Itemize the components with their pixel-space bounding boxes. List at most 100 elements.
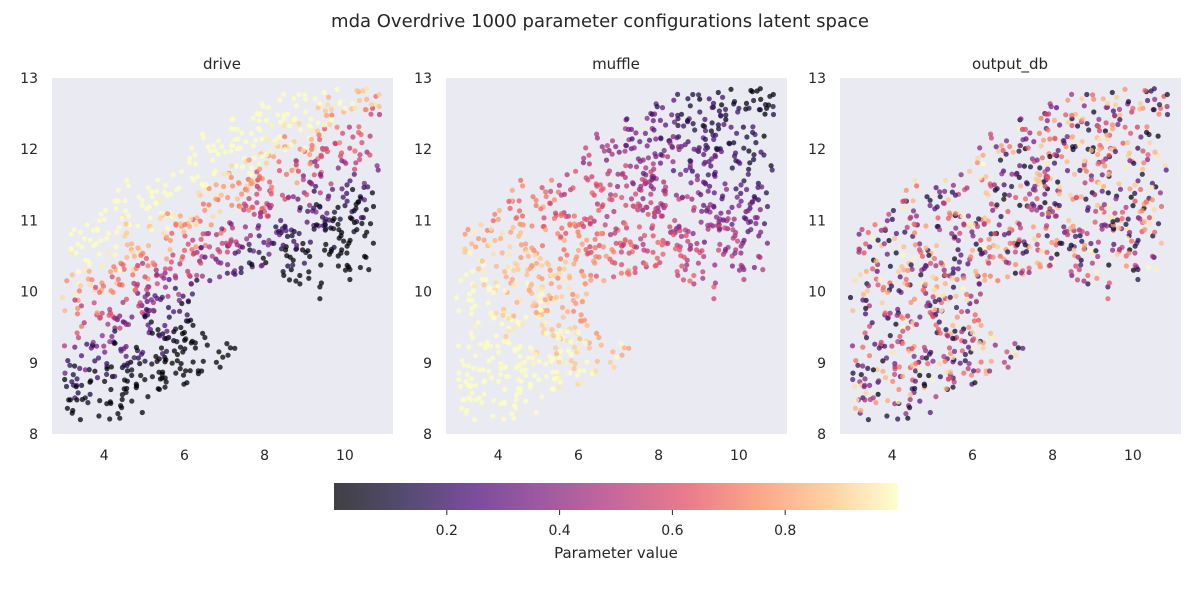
scatter-point (928, 260, 934, 266)
scatter-point (314, 128, 320, 134)
scatter-point (650, 161, 656, 167)
scatter-point (215, 259, 221, 265)
scatter-point (347, 266, 353, 273)
scatter-point (538, 298, 544, 305)
scatter-point (1002, 192, 1008, 198)
scatter-point (1048, 104, 1054, 110)
scatter-point (1155, 133, 1161, 139)
scatter-point (147, 215, 153, 221)
scatter-point (213, 232, 220, 238)
scatter-point (221, 171, 227, 177)
scatter-point (1135, 266, 1141, 273)
scatter-point (725, 209, 732, 215)
scatter-point (171, 213, 178, 219)
scatter-point (890, 349, 896, 355)
scatter-point (911, 296, 918, 302)
scatter-point (736, 267, 743, 273)
scatter-point (657, 160, 664, 166)
scatter-point (224, 249, 230, 255)
scatter-point (61, 343, 68, 349)
scatter-point (343, 160, 349, 166)
scatter-point (117, 313, 123, 319)
scatter-point (562, 259, 569, 265)
scatter-point (337, 216, 343, 222)
scatter-point (1083, 168, 1089, 174)
scatter-point (681, 254, 687, 260)
scatter-point (743, 100, 750, 106)
scatter-point (621, 345, 628, 351)
x-tick-label: 10 (1124, 448, 1142, 464)
scatter-point (1088, 177, 1094, 183)
scatter-point (324, 210, 330, 216)
scatter-point (735, 238, 741, 244)
scatter-point (953, 211, 959, 217)
scatter-point (913, 213, 920, 219)
scatter-point (756, 107, 763, 113)
scatter-point (990, 254, 996, 260)
scatter-point (1103, 104, 1109, 111)
scatter-point (962, 339, 968, 345)
scatter-point (547, 353, 553, 360)
scatter-point (1070, 146, 1076, 153)
scatter-point (198, 245, 204, 251)
scatter-point (654, 104, 660, 110)
scatter-point (689, 196, 695, 202)
scatter-point (981, 220, 987, 226)
scatter-point (1073, 194, 1080, 200)
scatter-point (1016, 148, 1022, 154)
scatter-point (1123, 263, 1129, 269)
scatter-point (71, 226, 77, 233)
scatter-point (581, 223, 587, 230)
scatter-point (988, 358, 994, 364)
y-tick-label: 12 (20, 142, 38, 158)
scatter-point (370, 203, 377, 210)
scatter-point (544, 260, 550, 266)
scatter-point (698, 219, 704, 225)
scatter-point (609, 138, 616, 144)
scatter-point (1102, 128, 1108, 134)
scatter-point (1081, 158, 1087, 164)
scatter-point (297, 205, 303, 211)
scatter-point (476, 266, 482, 272)
scatter-point (567, 275, 573, 281)
scatter-point (683, 167, 689, 173)
scatter-point (357, 97, 363, 104)
scatter-point (484, 339, 490, 345)
scatter-point (608, 192, 614, 198)
scatter-point (702, 116, 708, 122)
scatter-point (977, 291, 984, 297)
colorbar-tick-label: 0.8 (774, 523, 796, 539)
scatter-point (850, 308, 856, 314)
scatter-point (959, 348, 966, 354)
scatter-point (556, 322, 562, 329)
scatter-point (952, 328, 958, 334)
scatter-point (748, 87, 754, 94)
scatter-point (533, 202, 539, 209)
scatter-point (869, 320, 875, 326)
scatter-point (543, 194, 549, 200)
scatter-point (217, 364, 223, 370)
scatter-point (1073, 263, 1079, 269)
scatter-point (556, 384, 562, 390)
scatter-point (233, 163, 239, 169)
scatter-point (968, 293, 974, 299)
scatter-point (552, 210, 559, 216)
scatter-point (1034, 170, 1040, 176)
scatter-point (495, 343, 501, 349)
y-tick-label: 12 (808, 142, 826, 158)
scatter-point (698, 192, 704, 198)
scatter-point (162, 284, 169, 290)
scatter-point (1114, 94, 1120, 100)
scatter-point (571, 308, 577, 314)
scatter-point (622, 148, 628, 154)
scatter-point (173, 275, 179, 281)
scatter-point (722, 225, 728, 231)
scatter-point (582, 281, 588, 287)
scatter-point (159, 375, 165, 381)
scatter-point (289, 233, 295, 239)
scatter-point (508, 229, 514, 235)
scatter-point (598, 231, 604, 237)
scatter-point (250, 115, 256, 121)
scatter-point (940, 293, 946, 299)
scatter-point (97, 289, 103, 295)
